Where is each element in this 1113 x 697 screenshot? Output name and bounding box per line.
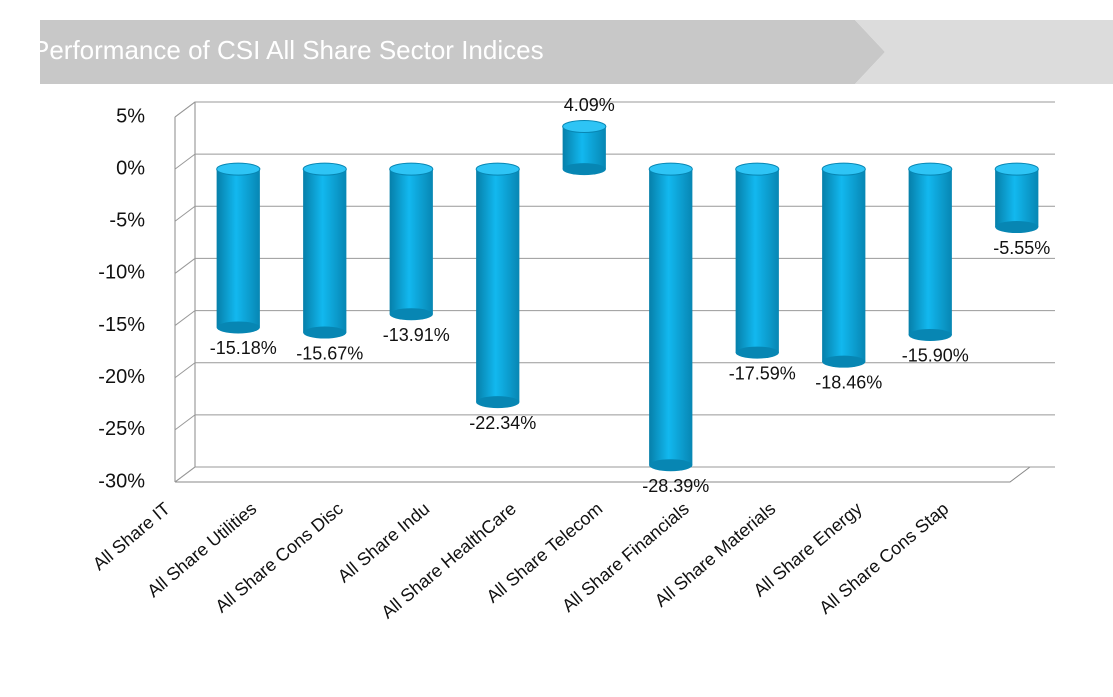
bar-cap [648, 162, 693, 176]
bar [822, 169, 866, 362]
floor [175, 466, 1031, 483]
grid-line [174, 466, 1055, 483]
chart-title: Performance of CSI All Share Sector Indi… [32, 35, 544, 65]
value-label: -18.46% [815, 372, 882, 392]
value-label: -13.91% [383, 325, 450, 345]
bar-end [649, 459, 693, 472]
bar-end [389, 308, 433, 321]
value-label: -15.18% [210, 338, 277, 358]
back-wall [174, 101, 196, 483]
value-label: 4.09% [564, 95, 615, 115]
value-label: -22.34% [469, 413, 536, 433]
y-tick-label: 5% [116, 105, 145, 127]
bar [908, 169, 952, 335]
bar [735, 169, 779, 353]
grid-line [174, 153, 1055, 170]
bar-cap [821, 162, 866, 176]
plot-area: 5% 0% -5% -10% -15% -20% -25% -30% All Share IT -… [89, 95, 1055, 622]
value-label: -5.55% [993, 238, 1050, 258]
bar-end [216, 321, 260, 334]
header-tail [855, 20, 1113, 84]
x-tick-label: All Share IT [89, 498, 174, 574]
bar-cap [908, 162, 953, 176]
bar [562, 126, 606, 170]
bar-end [303, 326, 347, 339]
bar [476, 169, 520, 403]
y-tick-label: -20% [98, 366, 145, 388]
bar [389, 169, 433, 315]
bar-cap [302, 162, 347, 176]
y-tick-label: -30% [98, 470, 145, 492]
bar-cap [994, 162, 1039, 176]
y-tick-label: -5% [109, 210, 145, 232]
bar [649, 169, 693, 466]
bar-end [476, 396, 520, 409]
bar-end [822, 355, 866, 368]
header-bar [40, 20, 885, 84]
bar-cap [562, 119, 607, 133]
bar-end [562, 163, 606, 176]
bar-end [995, 221, 1039, 234]
y-tick-label: -15% [98, 314, 145, 336]
y-tick-label: -10% [98, 262, 145, 284]
bar [216, 169, 260, 328]
grid-line [174, 101, 1055, 118]
bar-cap [735, 162, 780, 176]
bar-cap [216, 162, 261, 176]
bar-end [735, 346, 779, 359]
bar-cap [389, 162, 434, 176]
bar-cap [475, 162, 520, 176]
value-label: -28.39% [642, 476, 709, 496]
grid-line [174, 414, 1055, 431]
grid-line [174, 362, 1055, 379]
y-tick-label: -25% [98, 418, 145, 440]
bar [995, 169, 1039, 228]
bar [303, 169, 347, 333]
bar-end [908, 328, 952, 341]
value-label: -15.90% [902, 346, 969, 366]
y-tick-label: 0% [116, 157, 145, 179]
value-label: -17.59% [729, 363, 796, 383]
value-label: -15.67% [296, 343, 363, 363]
